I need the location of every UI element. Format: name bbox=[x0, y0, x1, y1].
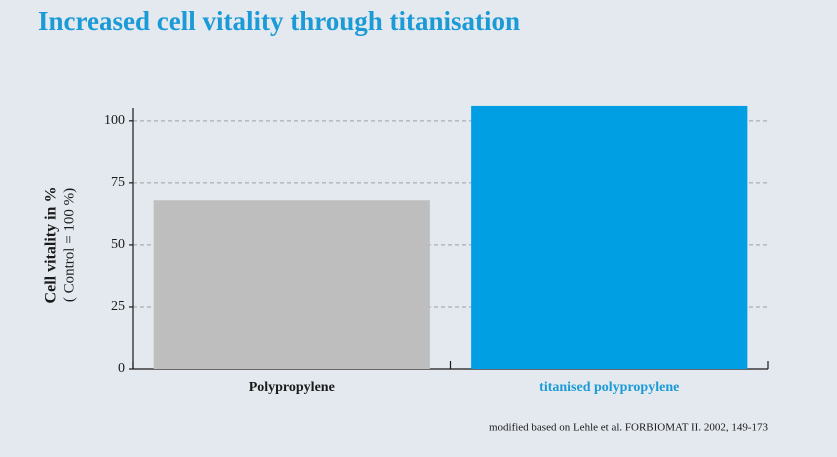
source-note: modified based on Lehle et al. FORBIOMAT… bbox=[489, 422, 769, 434]
x-tick-label: Polypropylene bbox=[249, 380, 335, 395]
y-tick-label: 25 bbox=[111, 299, 125, 314]
y-tick-label: 100 bbox=[104, 113, 125, 128]
y-tick-label: 0 bbox=[118, 361, 125, 376]
y-axis-label: Cell vitality in % bbox=[43, 187, 60, 304]
y-axis-sublabel: ( Control = 100 %) bbox=[61, 188, 77, 302]
y-tick-label: 50 bbox=[111, 237, 125, 252]
x-tick-label: titanised polypropylene bbox=[539, 380, 679, 395]
bar bbox=[471, 105, 748, 369]
y-tick-label: 75 bbox=[111, 175, 125, 190]
chart-title: Increased cell vitality through titanisa… bbox=[38, 6, 520, 36]
bar bbox=[153, 200, 430, 369]
